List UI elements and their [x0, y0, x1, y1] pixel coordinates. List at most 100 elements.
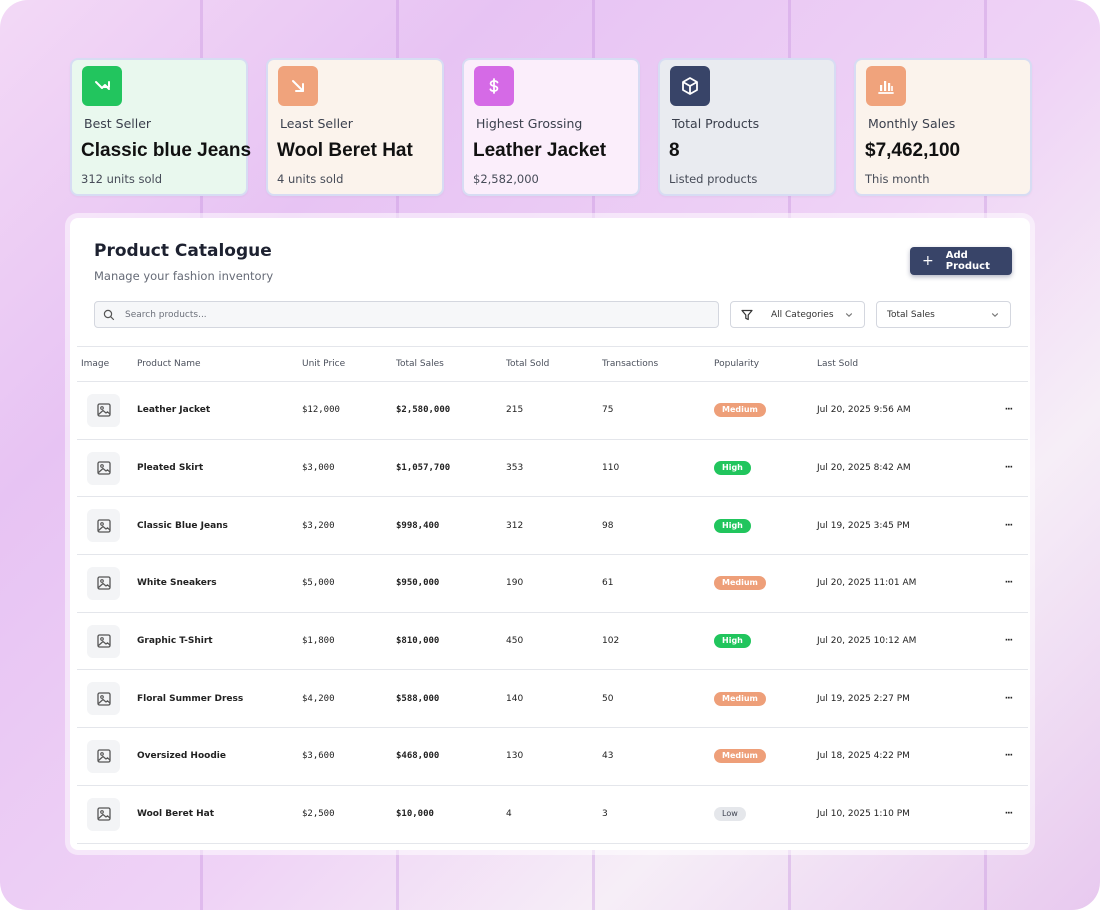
search-icon: [103, 309, 115, 320]
image-placeholder-icon: [87, 393, 120, 427]
popularity-badge: Medium: [714, 576, 766, 591]
more-options-icon[interactable]: ···: [977, 554, 1028, 613]
table-row[interactable]: Graphic T-Shirt $1,800 $810,000 450 102 …: [77, 612, 1028, 671]
card-value: $7,462,100: [865, 140, 961, 161]
column-header: Transactions: [602, 346, 714, 382]
least-seller-card: Least Seller Wool Beret Hat 4 units sold: [266, 58, 444, 196]
image-placeholder-icon: [87, 797, 120, 831]
total-sales: $1,057,700: [396, 439, 506, 498]
more-options-icon[interactable]: ···: [977, 496, 1028, 556]
more-options-icon[interactable]: ···: [977, 785, 1028, 844]
plus-icon: +: [922, 253, 934, 269]
product-name: Pleated Skirt: [137, 439, 302, 498]
transactions: 43: [602, 727, 714, 786]
last-sold: Jul 20, 2025 9:56 AM: [817, 381, 977, 440]
popularity-badge: High: [714, 461, 751, 476]
total-sales: $2,580,000: [396, 381, 506, 440]
sort-select-value: Total Sales: [887, 309, 935, 320]
bar-chart-icon: [866, 66, 906, 106]
summary-cards: Best Seller Classic blue Jeans 312 units…: [70, 58, 1032, 196]
transactions: 50: [602, 669, 714, 729]
unit-price: $12,000: [302, 381, 396, 440]
table-row[interactable]: White Sneakers $5,000 $950,000 190 61 Me…: [77, 554, 1028, 613]
table-row[interactable]: Oversized Hoodie $3,600 $468,000 130 43 …: [77, 727, 1028, 786]
product-name: Graphic T-Shirt: [137, 612, 302, 671]
column-header: Last Sold: [817, 346, 977, 382]
last-sold: Jul 20, 2025 11:01 AM: [817, 554, 977, 613]
total-sales: $10,000: [396, 785, 506, 844]
product-name: Leather Jacket: [137, 381, 302, 440]
column-header: Total Sold: [506, 346, 602, 382]
card-label: Least Seller: [280, 116, 353, 131]
trending-down-icon: [278, 66, 318, 106]
card-value: 8: [669, 140, 680, 161]
card-subtext: 4 units sold: [277, 172, 344, 186]
total-sold: 215: [506, 381, 602, 440]
total-sold: 140: [506, 669, 602, 729]
card-subtext: Listed products: [669, 172, 758, 186]
total-sold: 190: [506, 554, 602, 613]
add-product-button[interactable]: + Add Product: [910, 247, 1012, 275]
table-row[interactable]: Wool Beret Hat $2,500 $10,000 4 3 Low Ju…: [77, 785, 1028, 844]
column-header: Product Name: [137, 346, 302, 382]
chevron-down-icon: [845, 313, 853, 317]
panel-subtitle: Manage your fashion inventory: [94, 269, 274, 283]
trending-up-icon: [82, 66, 122, 106]
more-options-icon[interactable]: ···: [977, 669, 1028, 729]
transactions: 102: [602, 612, 714, 671]
last-sold: Jul 19, 2025 2:27 PM: [817, 669, 977, 729]
total-sales: $950,000: [396, 554, 506, 613]
panel-title: Product Catalogue: [94, 241, 272, 261]
box-icon: [670, 66, 710, 106]
unit-price: $3,200: [302, 496, 396, 556]
card-value: Wool Beret Hat: [277, 140, 413, 161]
total-sold: 450: [506, 612, 602, 671]
category-select-value: All Categories: [771, 309, 834, 320]
add-product-label: Add Product: [945, 250, 990, 272]
column-header: Total Sales: [396, 346, 506, 382]
total-sales: $588,000: [396, 669, 506, 729]
chevron-down-icon: [991, 313, 999, 317]
table-row[interactable]: Leather Jacket $12,000 $2,580,000 215 75…: [77, 381, 1028, 440]
product-name: Classic Blue Jeans: [137, 496, 302, 556]
image-placeholder-icon: [87, 451, 120, 485]
popularity-badge: High: [714, 518, 751, 533]
popularity-badge: High: [714, 634, 751, 649]
total-sold: 312: [506, 496, 602, 556]
search-box[interactable]: [94, 301, 719, 328]
category-select[interactable]: All Categories: [730, 301, 865, 328]
table-row[interactable]: Floral Summer Dress $4,200 $588,000 140 …: [77, 669, 1028, 729]
filter-icon: [741, 309, 753, 321]
image-placeholder-icon: [87, 509, 120, 543]
last-sold: Jul 18, 2025 4:22 PM: [817, 727, 977, 786]
transactions: 98: [602, 496, 714, 556]
more-options-icon[interactable]: ···: [977, 727, 1028, 786]
search-input[interactable]: [125, 309, 685, 320]
more-options-icon[interactable]: ···: [977, 612, 1028, 671]
total-sales: $998,400: [396, 496, 506, 556]
transactions: 3: [602, 785, 714, 844]
card-value: Leather Jacket: [473, 140, 607, 161]
image-placeholder-icon: [87, 566, 120, 600]
more-options-icon[interactable]: ···: [977, 439, 1028, 498]
product-name: Wool Beret Hat: [137, 785, 302, 844]
card-subtext: This month: [865, 172, 930, 186]
table-row[interactable]: Pleated Skirt $3,000 $1,057,700 353 110 …: [77, 439, 1028, 498]
popularity-badge: Medium: [714, 749, 766, 764]
more-options-icon[interactable]: ···: [977, 381, 1028, 440]
product-name: Floral Summer Dress: [137, 669, 302, 729]
total-sales: $810,000: [396, 612, 506, 671]
last-sold: Jul 10, 2025 1:10 PM: [817, 785, 977, 844]
card-label: Best Seller: [84, 116, 152, 131]
highest-grossing-card: Highest Grossing Leather Jacket $2,582,0…: [462, 58, 640, 196]
total-sales: $468,000: [396, 727, 506, 786]
table-row[interactable]: Classic Blue Jeans $3,200 $998,400 312 9…: [77, 496, 1028, 556]
card-value: Classic blue Jeans: [81, 140, 252, 161]
product-name: Oversized Hoodie: [137, 727, 302, 786]
transactions: 61: [602, 554, 714, 613]
total-sold: 353: [506, 439, 602, 498]
card-label: Highest Grossing: [476, 116, 583, 131]
sort-select[interactable]: Total Sales: [876, 301, 1011, 328]
unit-price: $3,600: [302, 727, 396, 786]
